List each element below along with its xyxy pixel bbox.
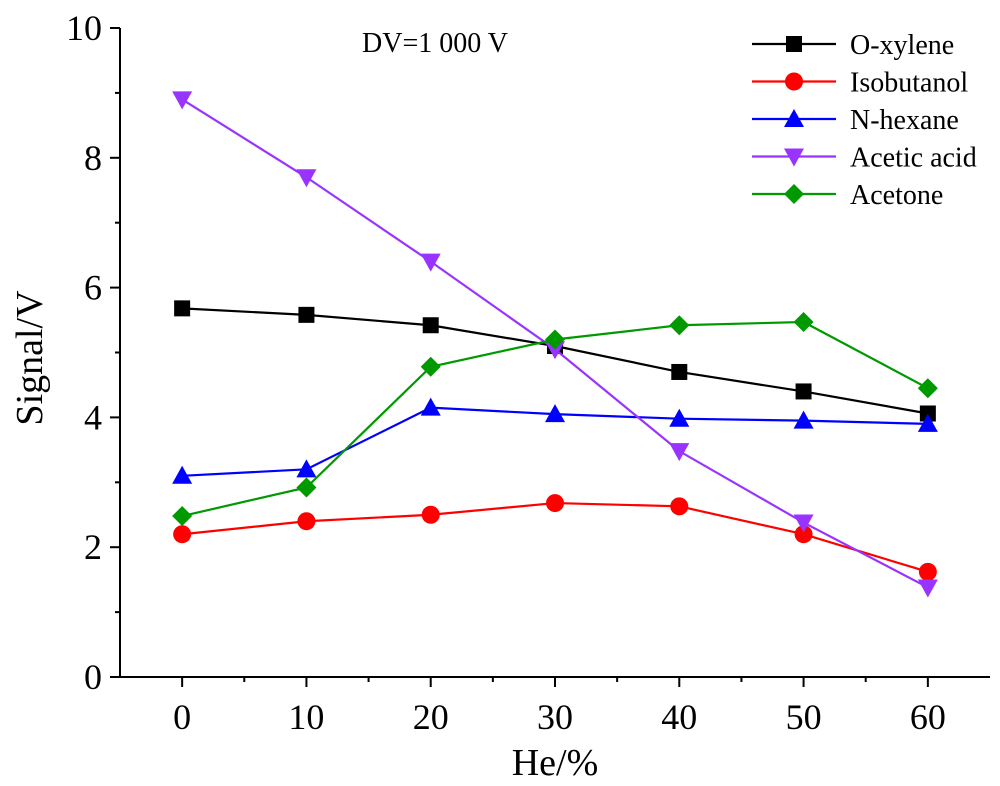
- marker-square: [174, 300, 191, 317]
- marker-diamond: [545, 329, 565, 350]
- x-tick-label: 0: [173, 697, 191, 737]
- legend-item: Acetic acid: [752, 143, 977, 174]
- marker-circle: [173, 525, 192, 544]
- y-tick-label: 10: [66, 8, 102, 48]
- y-tick-label: 0: [84, 657, 102, 697]
- y-axis: 0 2 4 6 8 10: [66, 8, 120, 697]
- marker-triangle-up: [784, 109, 804, 127]
- marker-diamond: [917, 378, 938, 399]
- marker-triangle-down: [296, 169, 317, 188]
- marker-circle: [794, 525, 813, 544]
- legend-item: O-xylene: [752, 30, 954, 61]
- x-tick-label: 30: [537, 697, 573, 737]
- y-tick-label: 2: [84, 527, 102, 567]
- series-line: [182, 307, 929, 415]
- marker-triangle-up: [296, 459, 317, 478]
- marker-triangle-down: [669, 443, 690, 462]
- marker-circle: [297, 512, 316, 531]
- x-axis-title: He/%: [512, 742, 599, 784]
- marker-diamond: [669, 315, 690, 336]
- marker-circle: [918, 562, 937, 581]
- marker-triangle-up: [917, 413, 938, 432]
- marker-square: [795, 383, 812, 400]
- marker-square: [919, 405, 936, 422]
- marker-diamond: [296, 477, 317, 498]
- x-tick-label: 50: [786, 697, 822, 737]
- marker-triangle-down: [172, 91, 193, 110]
- y-tick-label: 4: [84, 397, 102, 437]
- legend: O-xylene Isobutanol N-hexane Acetic acid Ace…: [752, 30, 977, 211]
- series-n-hexane: [172, 397, 938, 484]
- marker-triangle-up: [420, 397, 441, 416]
- marker-triangle-down: [793, 514, 814, 533]
- legend-item: N-hexane: [752, 105, 959, 136]
- marker-triangle-up: [545, 404, 565, 423]
- marker-square: [786, 36, 802, 52]
- legend-label: O-xylene: [850, 30, 954, 61]
- marker-diamond: [784, 184, 804, 204]
- legend-item: Isobutanol: [752, 68, 968, 99]
- x-tick-label: 40: [661, 697, 697, 737]
- marker-triangle-up: [172, 465, 193, 484]
- marker-triangle-down: [420, 253, 441, 272]
- marker-circle: [421, 505, 440, 524]
- series-line: [182, 501, 929, 573]
- chart-annotation: DV=1 000 V: [362, 28, 508, 59]
- marker-square: [422, 317, 439, 334]
- y-tick-label: 8: [84, 138, 102, 178]
- x-axis: 0 10 20 30 40 50 60: [173, 677, 946, 737]
- legend-item: Acetone: [752, 180, 943, 211]
- legend-label: N-hexane: [850, 105, 959, 136]
- y-tick-label: 6: [84, 268, 102, 308]
- marker-circle: [546, 494, 564, 513]
- marker-square: [298, 306, 315, 323]
- marker-triangle-down: [784, 148, 804, 167]
- marker-triangle-up: [793, 410, 814, 429]
- series-o-xylene: [174, 300, 936, 422]
- marker-triangle-up: [669, 408, 690, 427]
- legend-label: Acetone: [850, 180, 943, 211]
- marker-diamond: [420, 356, 441, 377]
- marker-diamond: [172, 506, 193, 527]
- series-acetone: [172, 311, 938, 527]
- marker-circle: [670, 497, 689, 516]
- y-axis-title: Signal/V: [9, 290, 51, 426]
- legend-label: Acetic acid: [850, 143, 977, 174]
- x-tick-label: 60: [910, 697, 946, 737]
- x-tick-label: 20: [413, 697, 449, 737]
- marker-diamond: [793, 311, 814, 332]
- marker-triangle-down: [545, 341, 565, 360]
- legend-label: Isobutanol: [850, 68, 968, 99]
- x-tick-label: 10: [288, 697, 324, 737]
- marker-circle: [785, 72, 803, 91]
- series-layer: [172, 91, 938, 598]
- series-isobutanol: [173, 494, 937, 581]
- marker-triangle-down: [917, 579, 938, 598]
- marker-square: [671, 363, 688, 380]
